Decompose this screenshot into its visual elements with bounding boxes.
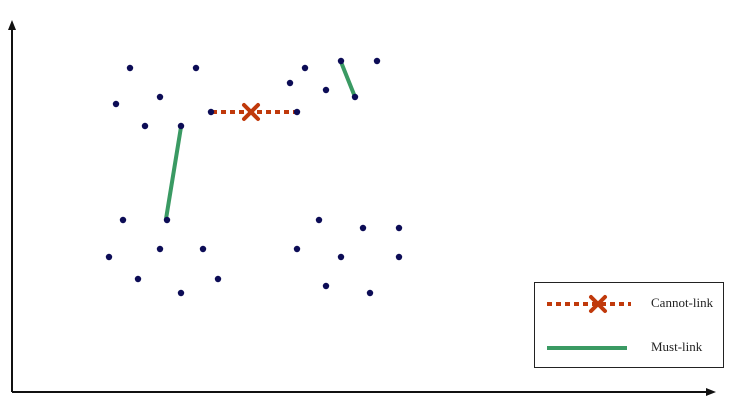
legend-label: Must-link	[651, 339, 702, 355]
data-point	[294, 246, 300, 252]
legend: Cannot-link Must-link	[534, 282, 724, 368]
legend-item-cannot-link: Cannot-link	[535, 289, 725, 319]
data-point	[323, 87, 329, 93]
data-point	[178, 290, 184, 296]
data-point	[316, 217, 322, 223]
cannot-link-cross-icon	[244, 105, 258, 119]
data-point	[135, 276, 141, 282]
data-points	[106, 58, 402, 296]
must-link-legend-icon	[547, 333, 633, 363]
data-point	[302, 65, 308, 71]
legend-item-must-link: Must-link	[535, 333, 725, 363]
data-point	[157, 246, 163, 252]
data-point	[338, 254, 344, 260]
constraints	[166, 62, 355, 219]
data-point	[367, 290, 373, 296]
data-point	[127, 65, 133, 71]
data-point	[294, 109, 300, 115]
data-point	[164, 217, 170, 223]
data-point	[360, 225, 366, 231]
data-point	[338, 58, 344, 64]
data-point	[323, 283, 329, 289]
legend-label: Cannot-link	[651, 295, 713, 311]
data-point	[106, 254, 112, 260]
data-point	[352, 94, 358, 100]
must-link-edge	[166, 127, 181, 219]
data-point	[396, 254, 402, 260]
data-point	[374, 58, 380, 64]
data-point	[208, 109, 214, 115]
data-point	[157, 94, 163, 100]
y-axis-arrowhead	[8, 20, 16, 30]
data-point	[193, 65, 199, 71]
data-point	[142, 123, 148, 129]
data-point	[178, 123, 184, 129]
data-point	[200, 246, 206, 252]
must-link-edge	[341, 62, 355, 97]
data-point	[287, 80, 293, 86]
data-point	[113, 101, 119, 107]
data-point	[396, 225, 402, 231]
data-point	[215, 276, 221, 282]
x-axis-arrowhead	[706, 388, 716, 396]
cannot-link-legend-icon	[547, 289, 633, 319]
data-point	[120, 217, 126, 223]
